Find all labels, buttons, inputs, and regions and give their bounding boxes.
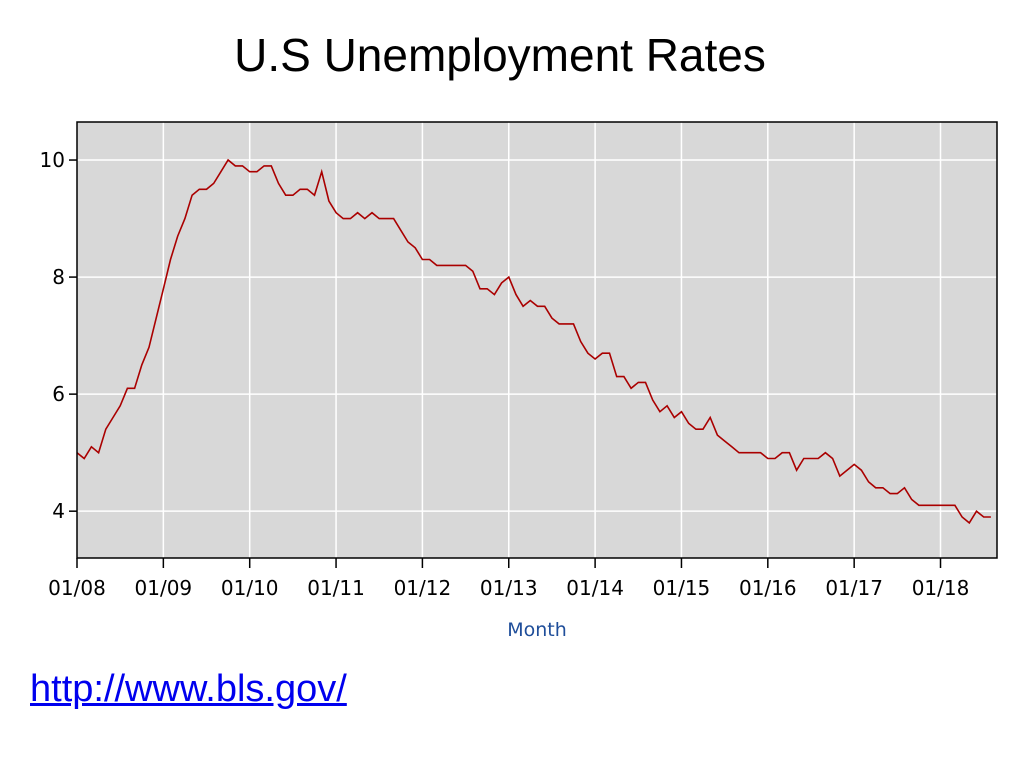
slide-title: U.S Unemployment Rates [234, 29, 766, 81]
x-tick-label: 01/09 [135, 576, 193, 600]
plot-frame [76, 121, 998, 559]
axes: 01/08 01/09 01/10 01/11 01/12 01/13 01/14 01/15… [40, 148, 970, 600]
y-tick-label: 4 [52, 499, 65, 523]
y-tick-label: 6 [52, 382, 65, 406]
source-link[interactable]: http://www.bls.gov/ [30, 668, 347, 710]
x-axis-title: Month [507, 619, 567, 641]
plot-area [77, 122, 997, 558]
x-tick-label: 01/16 [739, 576, 797, 600]
x-tick-label: 01/11 [307, 576, 365, 600]
gridlines [77, 122, 997, 558]
series-line [76, 158, 991, 525]
x-tick-label: 01/17 [825, 576, 883, 600]
x-tick-label: 01/12 [394, 576, 452, 600]
y-tick-label: 8 [52, 265, 65, 289]
x-tick-label: 01/18 [912, 576, 970, 600]
x-tick-label: 01/10 [221, 576, 279, 600]
x-tick-label: 01/14 [566, 576, 624, 600]
x-tick-label: 01/15 [653, 576, 711, 600]
y-tick-label: 10 [40, 148, 65, 172]
x-tick-label: 01/08 [48, 576, 106, 600]
x-tick-label: 01/13 [480, 576, 538, 600]
